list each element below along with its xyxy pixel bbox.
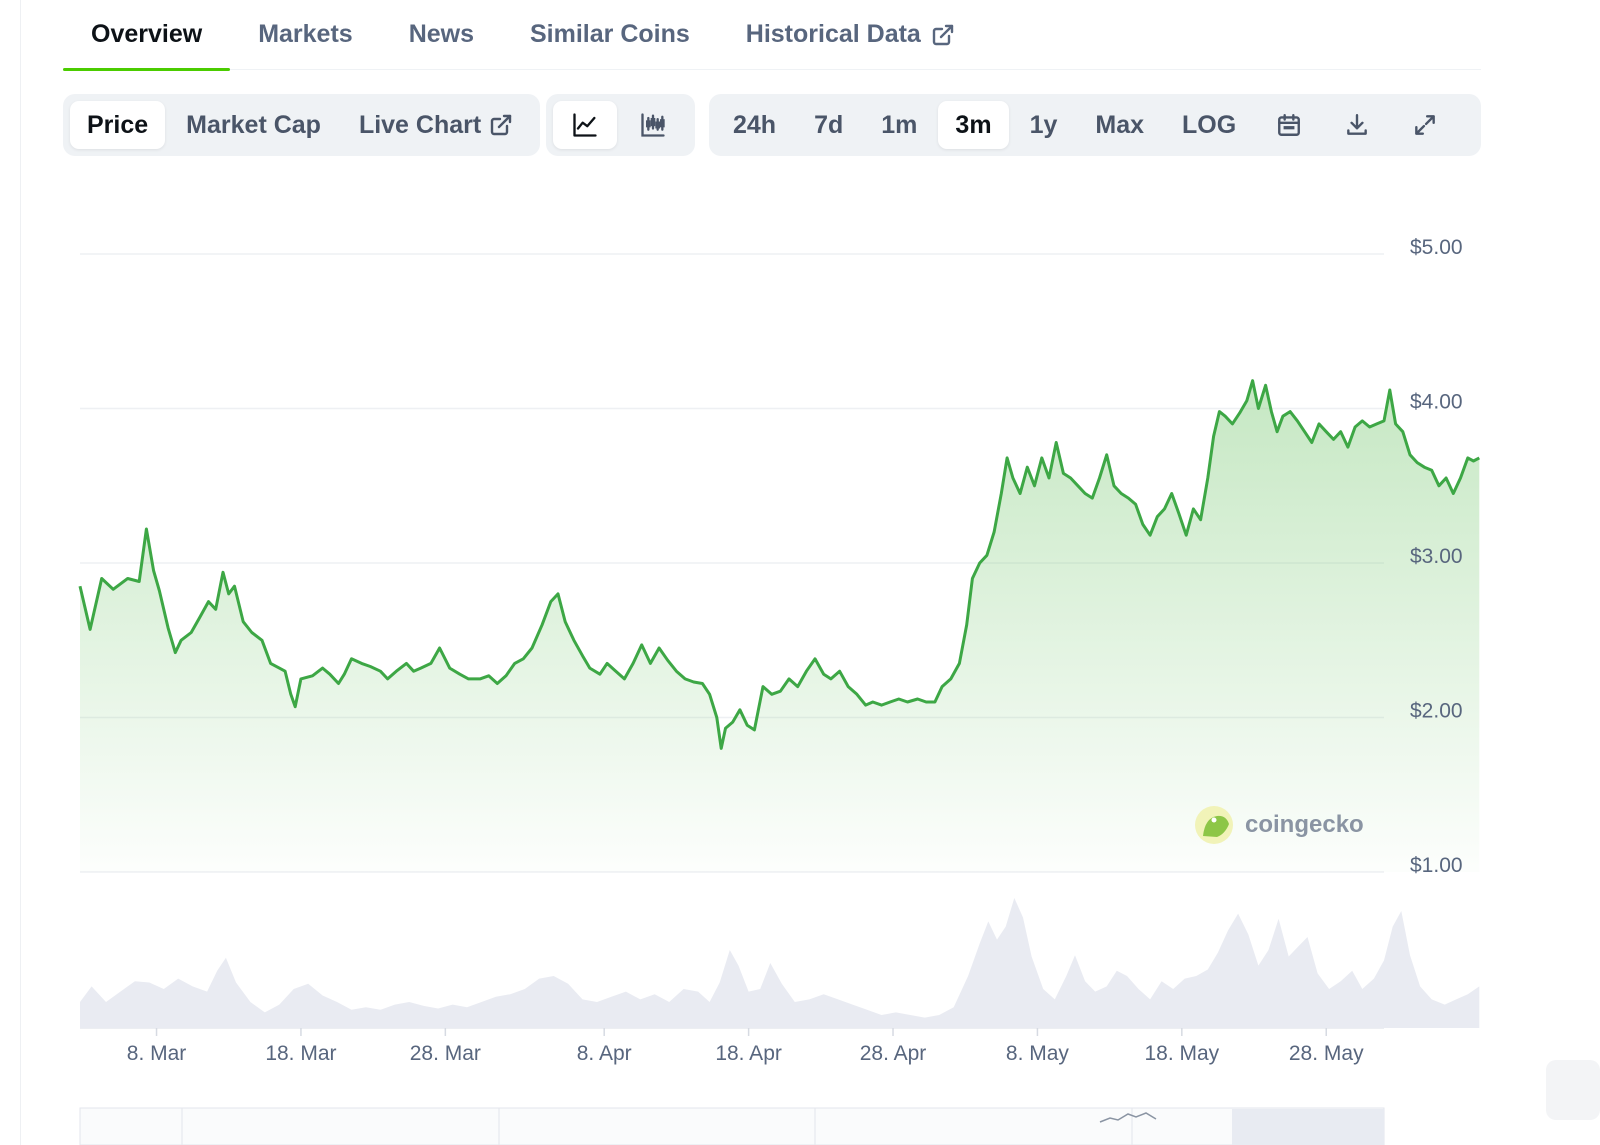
y-tick-label: $4.00: [1410, 391, 1463, 414]
x-axis: 8. Mar 18. Mar 28. Mar 8. Apr 18. Apr 28. Apr…: [127, 1028, 1364, 1065]
fullscreen-button[interactable]: [1393, 101, 1457, 149]
seg-label: Live Chart: [358, 110, 482, 139]
y-tick-label: $2.00: [1410, 700, 1463, 723]
range-navigator[interactable]: [79, 1107, 1385, 1145]
x-tick-label: 28. May: [1289, 1042, 1364, 1065]
navigator-track: [79, 1107, 1385, 1145]
coingecko-logo-eye: [1211, 817, 1217, 823]
tab-label: Overview: [91, 20, 203, 48]
y-tick-label: $3.00: [1410, 545, 1463, 568]
watermark-text: coingecko: [1245, 811, 1364, 838]
tab-markets[interactable]: Markets: [230, 0, 381, 70]
download-icon: [1347, 114, 1368, 135]
tab-label: Similar Coins: [530, 20, 690, 48]
price-series: [78, 379, 1481, 872]
coingecko-watermark: coingecko: [1195, 806, 1364, 844]
x-tick-label: 8. Mar: [127, 1042, 187, 1065]
live-chart-button[interactable]: Live Chart: [342, 101, 530, 149]
external-link-icon: [932, 24, 954, 45]
calendar-icon: [1278, 114, 1301, 136]
x-tick-label: 8. May: [1006, 1042, 1070, 1065]
range-1y-button[interactable]: 1y: [1013, 101, 1075, 149]
range-max-button[interactable]: Max: [1078, 101, 1161, 149]
y-tick-label: $1.00: [1410, 854, 1463, 877]
tab-label: Historical Data: [745, 20, 921, 48]
candlestick-chart-button[interactable]: [621, 101, 685, 149]
tab-historical-data[interactable]: Historical Data: [718, 0, 983, 70]
seg-label: 1m: [881, 110, 918, 139]
tab-similar-coins[interactable]: Similar Coins: [502, 0, 718, 70]
x-tick-label: 28. Apr: [860, 1042, 927, 1065]
tab-news[interactable]: News: [381, 0, 502, 70]
external-link-icon: [491, 114, 512, 136]
side-panel-edge: [1546, 1060, 1600, 1120]
y-axis: $5.00 $4.00 $3.00 $2.00 $1.00: [1410, 236, 1463, 877]
seg-label: LOG: [1182, 110, 1237, 139]
seg-label: Price: [87, 110, 149, 139]
x-tick-label: 18. Mar: [265, 1042, 336, 1065]
range-7d-button[interactable]: 7d: [797, 101, 860, 149]
price-button[interactable]: Price: [70, 101, 166, 149]
left-border: [20, 0, 21, 1145]
range-1m-button[interactable]: 1m: [864, 101, 934, 149]
line-chart-icon: [573, 113, 597, 137]
volume-shape: [80, 898, 1480, 1028]
x-tick-label: 18. Apr: [715, 1042, 782, 1065]
coin-tabs: Overview Markets News Similar Coins Hist…: [63, 0, 1481, 71]
volume-area: [80, 898, 1480, 1028]
tab-label: Markets: [258, 20, 353, 48]
seg-label: Market Cap: [186, 110, 321, 139]
line-chart-button[interactable]: [553, 101, 617, 149]
metric-selector: Price Market Cap Live Chart: [63, 94, 540, 156]
x-tick-label: 8. Apr: [577, 1042, 632, 1065]
time-range-selector: 24h 7d 1m 3m 1y Max LOG: [709, 94, 1481, 156]
download-button[interactable]: [1325, 101, 1389, 149]
calendar-button[interactable]: [1257, 101, 1321, 149]
seg-label: 24h: [733, 110, 777, 139]
price-line: [78, 379, 1481, 750]
log-scale-button[interactable]: LOG: [1165, 101, 1253, 149]
range-24h-button[interactable]: 24h: [716, 101, 793, 149]
navigator-sparkline: [1099, 1112, 1157, 1123]
seg-label: 7d: [814, 110, 844, 139]
x-tick-label: 18. May: [1144, 1042, 1219, 1065]
y-tick-label: $5.00: [1410, 236, 1463, 259]
tab-overview[interactable]: Overview: [63, 0, 231, 71]
range-3m-button[interactable]: 3m: [938, 101, 1009, 149]
coingecko-logo-mark: [1203, 815, 1229, 837]
candlestick-chart-icon: [641, 113, 665, 137]
price-area: [80, 380, 1480, 872]
x-tick-label: 28. Mar: [410, 1042, 481, 1065]
chart-type-selector: [546, 94, 695, 156]
navigator-selection[interactable]: [1232, 1109, 1384, 1145]
expand-icon: [1415, 115, 1436, 135]
seg-label: 1y: [1029, 110, 1058, 139]
market-cap-button[interactable]: Market Cap: [169, 101, 338, 149]
seg-label: 3m: [955, 110, 992, 139]
tab-label: News: [408, 20, 474, 48]
seg-label: Max: [1095, 110, 1145, 139]
